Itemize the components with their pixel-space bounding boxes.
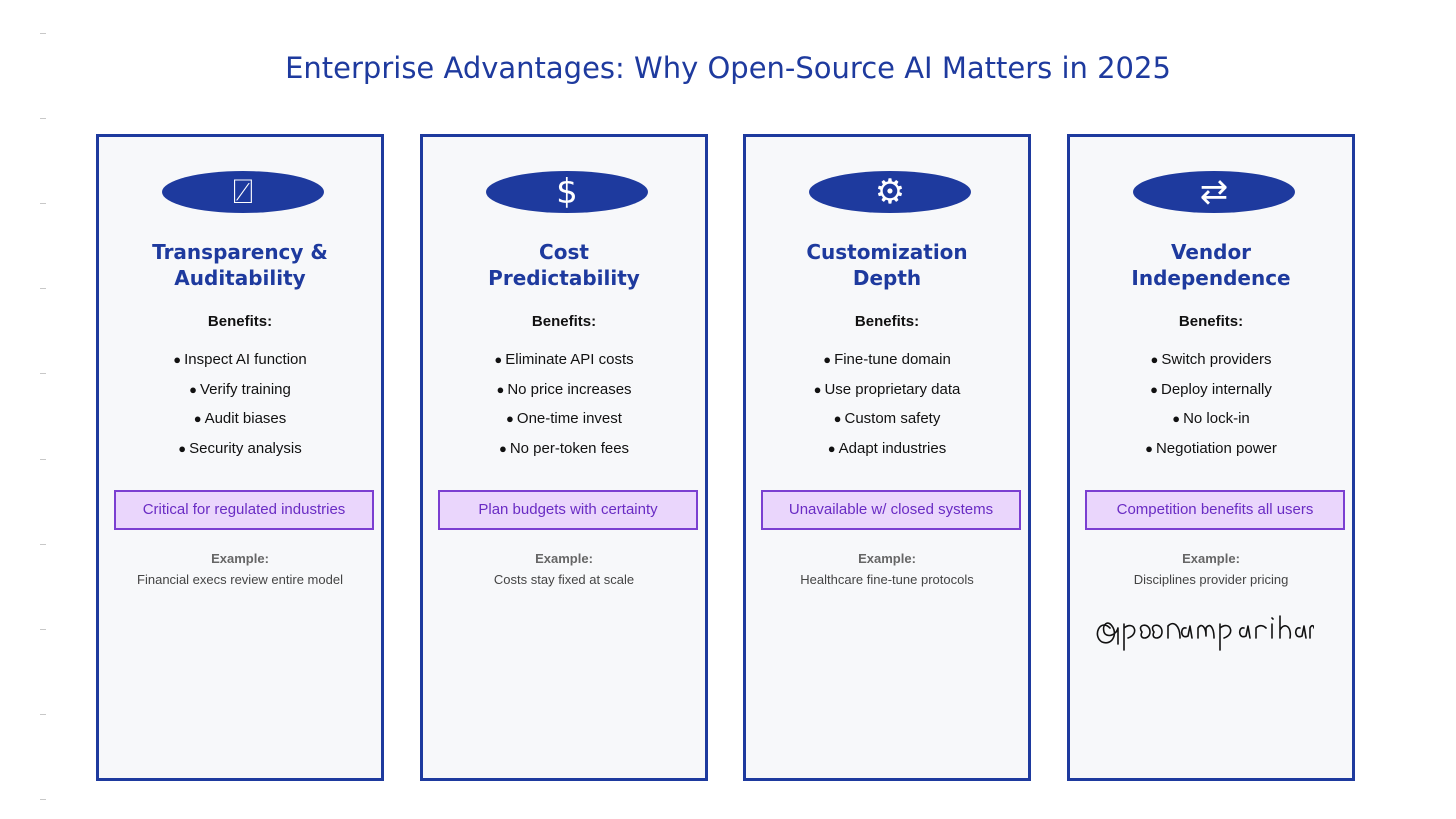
benefit-item: Switch providers bbox=[1070, 347, 1352, 377]
benefits-list: Switch providers Deploy internally No lo… bbox=[1070, 347, 1352, 466]
benefit-item: No price increases bbox=[423, 377, 705, 407]
benefit-item: Custom safety bbox=[746, 406, 1028, 436]
tick-mark bbox=[40, 714, 46, 715]
benefit-item: Adapt industries bbox=[746, 436, 1028, 466]
benefits-label: Benefits: bbox=[207, 313, 273, 330]
card-title: Vendor Independence bbox=[1070, 239, 1352, 291]
callout-box: Competition benefits all users bbox=[1085, 490, 1345, 530]
tick-mark bbox=[40, 544, 46, 545]
handwritten-signature bbox=[1096, 615, 1314, 651]
benefit-item: Negotiation power bbox=[1070, 436, 1352, 466]
tick-mark bbox=[40, 373, 46, 374]
benefit-item: Security analysis bbox=[99, 436, 381, 466]
tick-mark bbox=[40, 288, 46, 289]
benefit-item: Audit biases bbox=[99, 406, 381, 436]
benefits-list: Fine-tune domain Use proprietary data Cu… bbox=[746, 347, 1028, 466]
example-label: Example: bbox=[1182, 551, 1240, 566]
benefits-list: Inspect AI function Verify training Audi… bbox=[99, 347, 381, 466]
slashed-square-icon: ⍁ bbox=[162, 171, 324, 213]
benefit-item: Eliminate API costs bbox=[423, 347, 705, 377]
tick-mark bbox=[40, 459, 46, 460]
card-title-line: Vendor bbox=[1170, 240, 1252, 264]
card-title-line: Transparency & bbox=[152, 240, 328, 264]
card-title: Transparency & Auditability bbox=[99, 239, 381, 291]
card-customization: ⚙ Customization Depth Benefits: Fine-tun… bbox=[743, 134, 1031, 781]
card-title: Customization Depth bbox=[746, 239, 1028, 291]
benefit-item: Fine-tune domain bbox=[746, 347, 1028, 377]
callout-box: Plan budgets with certainty bbox=[438, 490, 698, 530]
tick-mark bbox=[40, 203, 46, 204]
benefits-label: Benefits: bbox=[854, 313, 920, 330]
example-label: Example: bbox=[535, 551, 593, 566]
page-title: Enterprise Advantages: Why Open-Source A… bbox=[285, 51, 1171, 85]
dollar-icon: $ bbox=[486, 171, 648, 213]
benefits-label: Benefits: bbox=[1178, 313, 1244, 330]
benefits-list: Eliminate API costs No price increases O… bbox=[423, 347, 705, 466]
callout-box: Critical for regulated industries bbox=[114, 490, 374, 530]
example-text: Costs stay fixed at scale bbox=[493, 572, 635, 587]
card-cost: $ Cost Predictability Benefits: Eliminat… bbox=[420, 134, 708, 781]
card-vendor: ⇄ Vendor Independence Benefits: Switch p… bbox=[1067, 134, 1355, 781]
card-transparency: ⍁ Transparency & Auditability Benefits: … bbox=[96, 134, 384, 781]
benefit-item: Inspect AI function bbox=[99, 347, 381, 377]
example-label: Example: bbox=[211, 551, 269, 566]
tick-mark bbox=[40, 629, 46, 630]
swap-arrows-icon: ⇄ bbox=[1133, 171, 1295, 213]
benefit-item: Deploy internally bbox=[1070, 377, 1352, 407]
tick-mark bbox=[40, 799, 46, 800]
callout-box: Unavailable w/ closed systems bbox=[761, 490, 1021, 530]
tick-mark bbox=[40, 118, 46, 119]
card-title: Cost Predictability bbox=[423, 239, 705, 291]
example-label: Example: bbox=[858, 551, 916, 566]
benefit-item: No per-token fees bbox=[423, 436, 705, 466]
benefit-item: One-time invest bbox=[423, 406, 705, 436]
card-title-line: Auditability bbox=[174, 266, 306, 290]
gear-icon: ⚙ bbox=[809, 171, 971, 213]
benefit-item: Verify training bbox=[99, 377, 381, 407]
example-text: Healthcare fine-tune protocols bbox=[800, 572, 974, 587]
benefit-item: Use proprietary data bbox=[746, 377, 1028, 407]
card-title-line: Independence bbox=[1131, 266, 1291, 290]
benefits-label: Benefits: bbox=[531, 313, 597, 330]
card-title-line: Cost bbox=[539, 240, 589, 264]
card-title-line: Predictability bbox=[488, 266, 640, 290]
example-text: Disciplines provider pricing bbox=[1133, 572, 1289, 587]
benefit-item: No lock-in bbox=[1070, 406, 1352, 436]
tick-mark bbox=[40, 33, 46, 34]
card-title-line: Customization bbox=[806, 240, 968, 264]
left-tick-marks bbox=[40, 0, 48, 819]
card-title-line: Depth bbox=[852, 266, 922, 290]
example-text: Financial execs review entire model bbox=[137, 572, 343, 587]
